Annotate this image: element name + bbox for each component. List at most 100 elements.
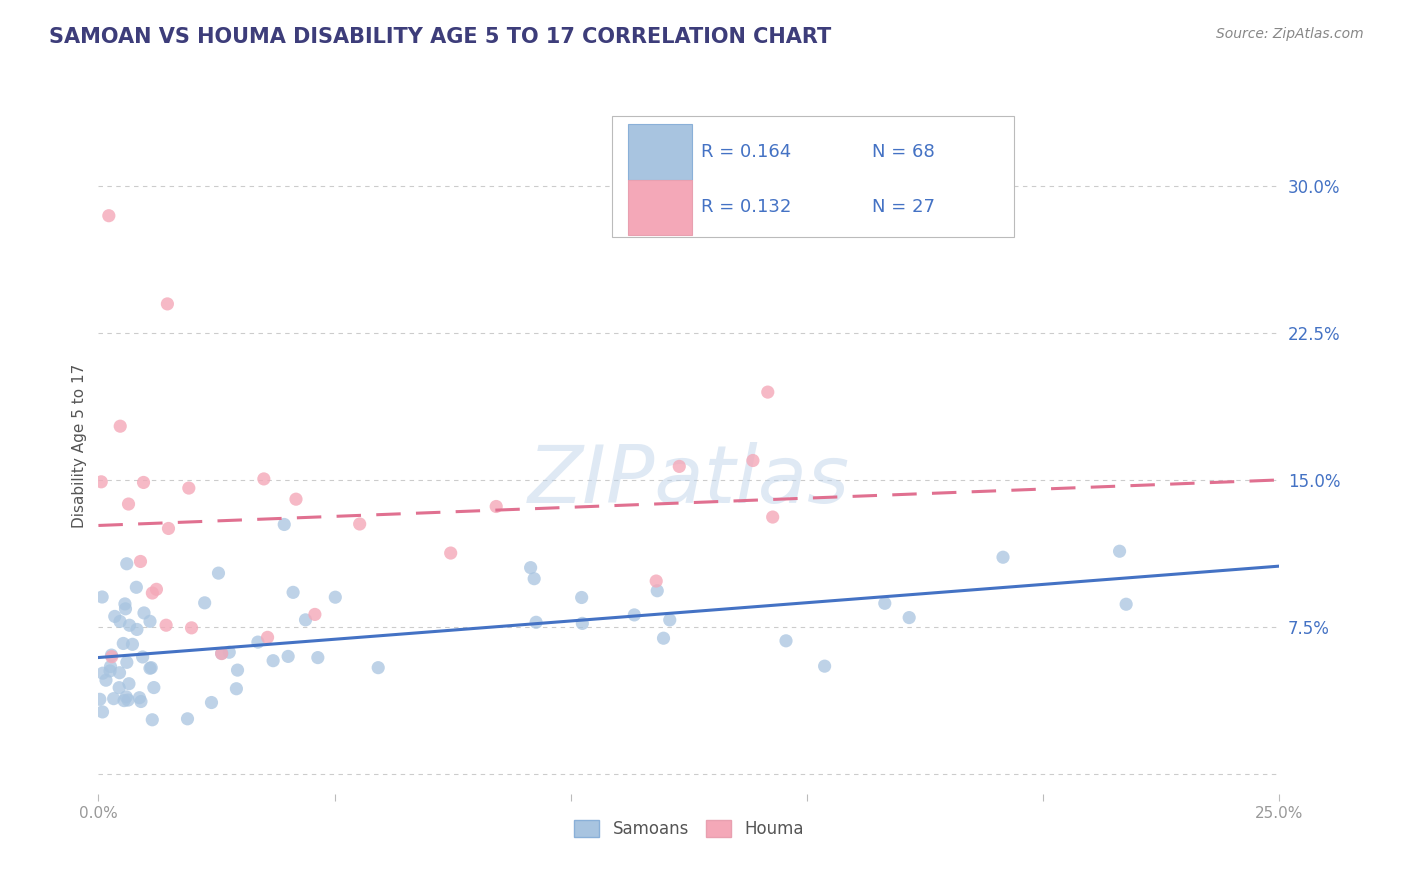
Point bbox=[91, 590, 114, 604]
Point bbox=[115, 557, 138, 571]
Point bbox=[273, 517, 295, 532]
Point bbox=[571, 616, 593, 631]
Point bbox=[194, 596, 217, 610]
Point bbox=[176, 712, 198, 726]
Point bbox=[367, 661, 389, 675]
Point bbox=[108, 615, 131, 629]
Legend: Samoans, Houma: Samoans, Houma bbox=[568, 814, 810, 845]
Point bbox=[211, 646, 233, 660]
Point bbox=[775, 633, 797, 648]
Text: N = 27: N = 27 bbox=[872, 198, 935, 217]
Point bbox=[991, 550, 1014, 565]
Text: R = 0.132: R = 0.132 bbox=[700, 198, 792, 217]
Point bbox=[129, 694, 152, 708]
Point bbox=[141, 713, 163, 727]
Point bbox=[132, 475, 155, 490]
Point bbox=[139, 615, 162, 629]
FancyBboxPatch shape bbox=[627, 124, 693, 179]
Point bbox=[117, 693, 139, 707]
Point bbox=[141, 586, 163, 600]
Point bbox=[285, 492, 308, 507]
Point bbox=[110, 419, 132, 434]
Point bbox=[117, 497, 139, 511]
Point bbox=[131, 650, 153, 665]
Point bbox=[645, 583, 668, 598]
Point bbox=[100, 649, 122, 664]
Point bbox=[100, 648, 122, 662]
Point bbox=[177, 481, 200, 495]
Point bbox=[180, 621, 202, 635]
Point bbox=[485, 500, 508, 514]
Point bbox=[281, 585, 304, 599]
Point bbox=[118, 677, 141, 691]
Point bbox=[112, 636, 135, 650]
Point bbox=[658, 613, 681, 627]
Point bbox=[139, 661, 162, 675]
Point bbox=[155, 618, 177, 632]
Point bbox=[253, 472, 276, 486]
Point bbox=[898, 610, 921, 624]
Point bbox=[211, 647, 233, 661]
Text: ZIPatlas: ZIPatlas bbox=[527, 442, 851, 520]
Point bbox=[256, 631, 278, 645]
Point bbox=[100, 659, 122, 673]
Point bbox=[813, 659, 835, 673]
Point bbox=[440, 546, 463, 560]
Point bbox=[157, 521, 180, 535]
Point bbox=[756, 385, 779, 400]
Point bbox=[145, 582, 167, 597]
FancyBboxPatch shape bbox=[612, 115, 1014, 237]
Point bbox=[142, 681, 165, 695]
Point bbox=[873, 596, 896, 610]
Point bbox=[262, 654, 284, 668]
Point bbox=[226, 663, 249, 677]
Point bbox=[742, 453, 765, 467]
Point bbox=[132, 606, 155, 620]
Point bbox=[225, 681, 247, 696]
Point bbox=[652, 631, 675, 645]
Point bbox=[129, 554, 152, 568]
Text: R = 0.164: R = 0.164 bbox=[700, 143, 792, 161]
Point bbox=[114, 602, 136, 616]
Point bbox=[91, 705, 114, 719]
Y-axis label: Disability Age 5 to 17: Disability Age 5 to 17 bbox=[72, 364, 87, 528]
Point bbox=[128, 690, 150, 705]
Point bbox=[156, 297, 179, 311]
Point bbox=[623, 607, 645, 622]
Point bbox=[1115, 597, 1137, 611]
Point bbox=[118, 618, 141, 632]
Point bbox=[121, 637, 143, 651]
Point bbox=[104, 609, 127, 624]
Point bbox=[246, 635, 269, 649]
Point bbox=[762, 510, 785, 524]
Point bbox=[91, 666, 114, 681]
Point bbox=[103, 691, 125, 706]
Point bbox=[115, 656, 138, 670]
Point bbox=[200, 696, 222, 710]
Point bbox=[98, 664, 121, 678]
Point bbox=[349, 516, 371, 531]
Point bbox=[115, 690, 138, 704]
Point bbox=[304, 607, 326, 622]
Point bbox=[645, 574, 668, 588]
Point bbox=[114, 597, 136, 611]
Text: Source: ZipAtlas.com: Source: ZipAtlas.com bbox=[1216, 27, 1364, 41]
Point bbox=[108, 665, 131, 680]
Point bbox=[668, 459, 690, 474]
Point bbox=[97, 209, 120, 223]
Point bbox=[1108, 544, 1130, 558]
Point bbox=[89, 692, 111, 706]
Point bbox=[108, 681, 131, 695]
Point bbox=[125, 623, 148, 637]
Point bbox=[307, 650, 329, 665]
Point bbox=[90, 475, 112, 489]
Point bbox=[571, 591, 593, 605]
Point bbox=[141, 661, 163, 675]
Text: SAMOAN VS HOUMA DISABILITY AGE 5 TO 17 CORRELATION CHART: SAMOAN VS HOUMA DISABILITY AGE 5 TO 17 C… bbox=[49, 27, 831, 46]
Point bbox=[94, 673, 117, 688]
Point bbox=[524, 615, 547, 630]
Point bbox=[523, 572, 546, 586]
Point bbox=[277, 649, 299, 664]
Point bbox=[519, 560, 541, 574]
Point bbox=[125, 580, 148, 594]
